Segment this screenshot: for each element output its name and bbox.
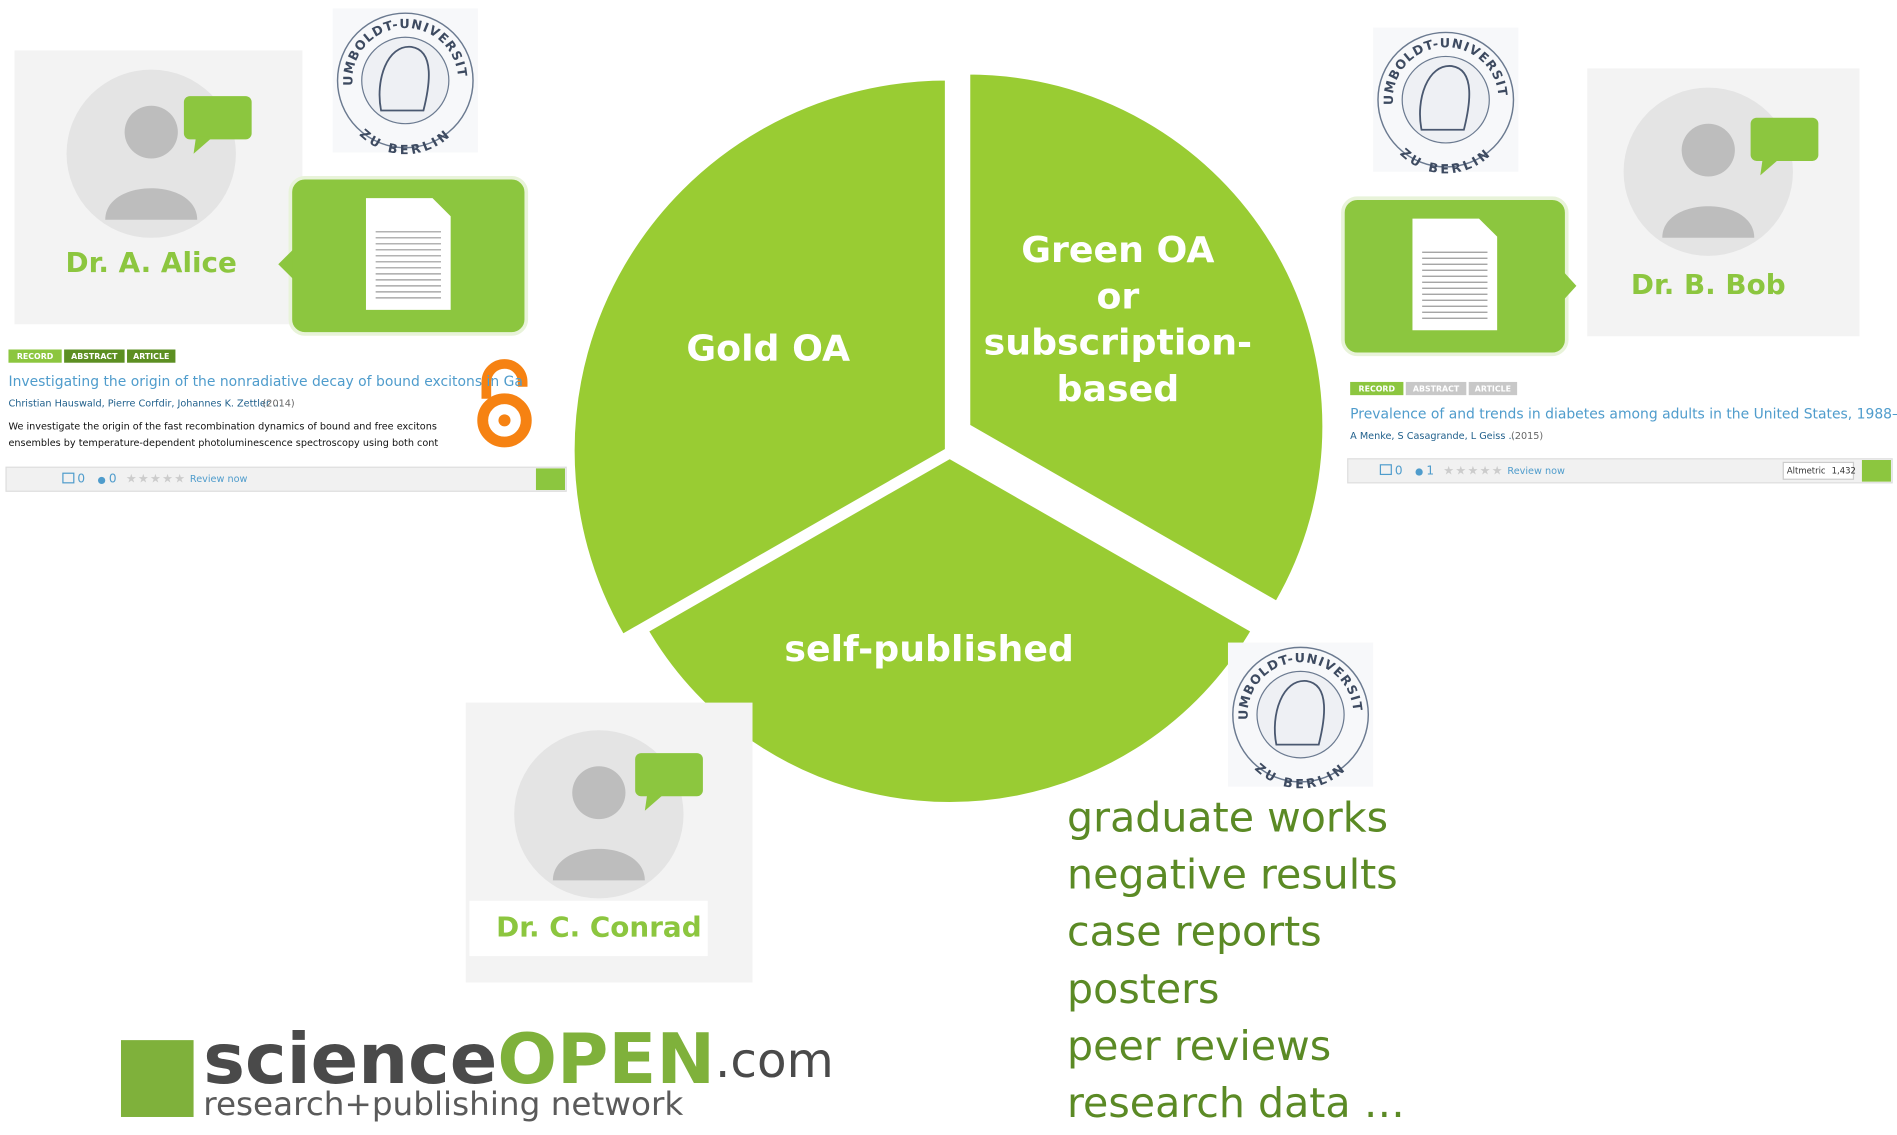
profile-name: Dr. B. Bob: [1631, 268, 1786, 301]
article-authors: Christian Hauswald, Pierre Corfdir, Joha…: [8, 399, 282, 410]
logo-square: [121, 1040, 194, 1117]
profile-name: Dr. C. Conrad: [496, 910, 702, 943]
star: ★: [138, 472, 149, 486]
tag-label: ARTICLE: [1475, 385, 1511, 394]
article-abstract: We investigate the origin of the fast re…: [8, 421, 436, 432]
profile-name: Dr. A. Alice: [66, 246, 237, 279]
star: ★: [162, 472, 173, 486]
avatar-head: [572, 766, 625, 819]
list-item: posters: [1067, 965, 1219, 1013]
rec-count: 1: [1426, 463, 1434, 477]
segment-label: subscription-: [984, 321, 1252, 364]
tag-label: RECORD: [17, 352, 54, 361]
article-year: (2014): [263, 399, 295, 410]
list-item: negative results: [1067, 851, 1398, 899]
diagram: Gold OA Green OAorsubscription-based self-…: [0, 0, 1897, 1135]
star: ★: [1480, 463, 1491, 477]
list-item: peer reviews: [1067, 1022, 1331, 1070]
segment-label: Green OA: [1021, 228, 1214, 271]
avatar-head: [125, 106, 178, 159]
doc-page: [366, 198, 451, 310]
icon-rec: [98, 477, 105, 484]
doc-page: [1412, 219, 1497, 331]
altmetric-score: 1,432: [1832, 465, 1856, 475]
article-title: Investigating the origin of the nonradia…: [8, 374, 522, 390]
star: ★: [174, 472, 185, 486]
tag-label: ABSTRACT: [1413, 385, 1460, 394]
review-link: Review now: [190, 474, 248, 485]
tag-label: ABSTRACT: [71, 352, 118, 361]
article-year: (2015): [1511, 431, 1543, 442]
comment-count: 0: [1395, 463, 1403, 477]
article-authors: A Menke, S Casagrande, L Geiss ...: [1350, 431, 1518, 442]
star: ★: [1443, 463, 1454, 477]
logo-domain: .com: [715, 1033, 834, 1089]
article-abstract: ensembles by temperature-dependent photo…: [8, 438, 438, 449]
comment-count: 0: [77, 472, 85, 486]
speech-bubble: [635, 753, 703, 796]
rec-count: 0: [109, 472, 117, 486]
speech-bubble: [184, 96, 252, 139]
star: ★: [1492, 463, 1503, 477]
icon-rec: [1415, 468, 1422, 475]
article-title: Prevalence of and trends in diabetes amo…: [1350, 406, 1897, 422]
star: ★: [1468, 463, 1479, 477]
save-button: [536, 468, 565, 490]
speech-bubble: [1751, 118, 1819, 161]
tag-label: RECORD: [1359, 385, 1396, 394]
segment-label: or: [1096, 275, 1139, 318]
list-item: case reports: [1067, 908, 1322, 956]
avatar-head: [1682, 124, 1735, 177]
tag-label: ARTICLE: [133, 352, 169, 361]
segment-label: based: [1057, 367, 1180, 410]
review-link: Review now: [1507, 466, 1565, 477]
list-item: graduate works: [1067, 793, 1388, 841]
page: { "segments": [ {"lines": ["Gold OA"]}, …: [0, 0, 1897, 1135]
doc-pointer: [1564, 273, 1576, 299]
star: ★: [1455, 463, 1466, 477]
logo-tagline: research+publishing network: [203, 1085, 683, 1123]
save-button: [1862, 460, 1891, 482]
oa-dot: [498, 414, 510, 426]
segment-label: self-published: [784, 627, 1074, 670]
segment-label: Gold OA: [686, 327, 850, 370]
altmetric-label: Altmetric: [1787, 465, 1826, 475]
toolbar: [6, 467, 566, 491]
star: ★: [126, 472, 137, 486]
list-item: research data …: [1067, 1079, 1405, 1127]
star: ★: [150, 472, 161, 486]
